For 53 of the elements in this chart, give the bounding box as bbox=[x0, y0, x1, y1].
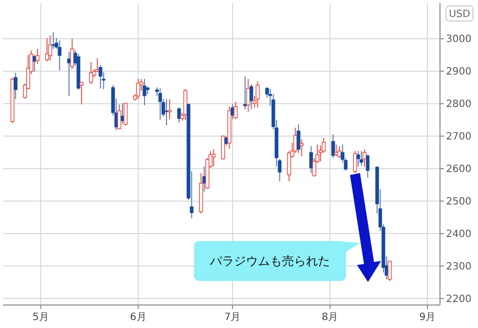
candlestick bbox=[177, 107, 181, 124]
candlestick bbox=[52, 32, 56, 50]
candlestick bbox=[58, 40, 62, 72]
candlestick bbox=[48, 34, 52, 61]
y-tick-label: 2300 bbox=[446, 262, 472, 273]
candlestick bbox=[300, 138, 304, 157]
candlestick bbox=[98, 64, 102, 89]
candlestick bbox=[164, 98, 168, 126]
y-tick-label: 2900 bbox=[446, 66, 472, 78]
x-tick-label: 5月 bbox=[32, 312, 49, 323]
x-tick-label: 7月 bbox=[224, 312, 241, 323]
candlestick bbox=[296, 124, 300, 154]
candlestick bbox=[309, 146, 313, 174]
candlestick bbox=[256, 81, 260, 108]
candlestick bbox=[356, 150, 360, 167]
y-tick-label: 2500 bbox=[446, 196, 472, 208]
candlestick bbox=[246, 78, 250, 112]
candlestick bbox=[331, 134, 335, 158]
candlestick bbox=[142, 78, 146, 106]
candlestick bbox=[212, 148, 216, 167]
y-tick-label: 2800 bbox=[446, 99, 472, 110]
annotation: パラジウムも売られた bbox=[209, 254, 330, 268]
y-tick-label: 2400 bbox=[446, 229, 472, 240]
y-tick-label: 2200 bbox=[446, 294, 472, 306]
candlestick bbox=[32, 54, 36, 72]
candlestick bbox=[80, 81, 84, 105]
callout: パラジウムも売られた bbox=[194, 241, 360, 281]
y-axis-title: USD bbox=[448, 9, 470, 20]
candlestick bbox=[168, 98, 172, 120]
y-tick-label: 2600 bbox=[446, 164, 472, 176]
candlestick bbox=[14, 72, 18, 100]
candlestick bbox=[36, 48, 40, 65]
candlestick bbox=[89, 62, 94, 85]
candlestick bbox=[67, 52, 71, 96]
candlestick bbox=[353, 150, 358, 174]
candlestick bbox=[234, 101, 238, 120]
candlestick bbox=[250, 84, 254, 110]
candlestick bbox=[117, 104, 122, 130]
candlestick bbox=[70, 38, 74, 70]
x-tick-label: 9月 bbox=[419, 312, 436, 323]
y-tick-label: 2700 bbox=[446, 132, 472, 143]
x-tick-label: 6月 bbox=[130, 312, 146, 323]
candlestick bbox=[362, 148, 367, 168]
x-tick-label: 8月 bbox=[322, 312, 338, 323]
candlestick bbox=[124, 102, 128, 126]
candlestick bbox=[360, 150, 364, 166]
candlestick bbox=[388, 260, 392, 282]
candlestick bbox=[158, 88, 162, 120]
candlestick bbox=[45, 38, 50, 62]
candlestick bbox=[243, 76, 247, 110]
candlestick bbox=[366, 154, 370, 178]
candlestick bbox=[136, 78, 140, 100]
y-tick-label: 3000 bbox=[446, 34, 472, 46]
